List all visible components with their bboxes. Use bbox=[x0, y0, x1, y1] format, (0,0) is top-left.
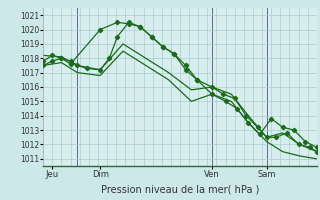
X-axis label: Pression niveau de la mer( hPa ): Pression niveau de la mer( hPa ) bbox=[101, 185, 259, 195]
